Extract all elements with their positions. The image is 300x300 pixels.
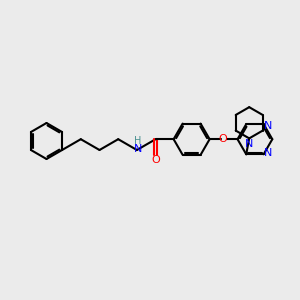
Text: N: N — [245, 140, 254, 149]
Text: N: N — [264, 121, 273, 130]
Text: N: N — [134, 144, 142, 154]
Text: O: O — [151, 155, 160, 165]
Text: N: N — [264, 148, 273, 158]
Text: H: H — [134, 136, 142, 146]
Text: O: O — [219, 134, 227, 144]
